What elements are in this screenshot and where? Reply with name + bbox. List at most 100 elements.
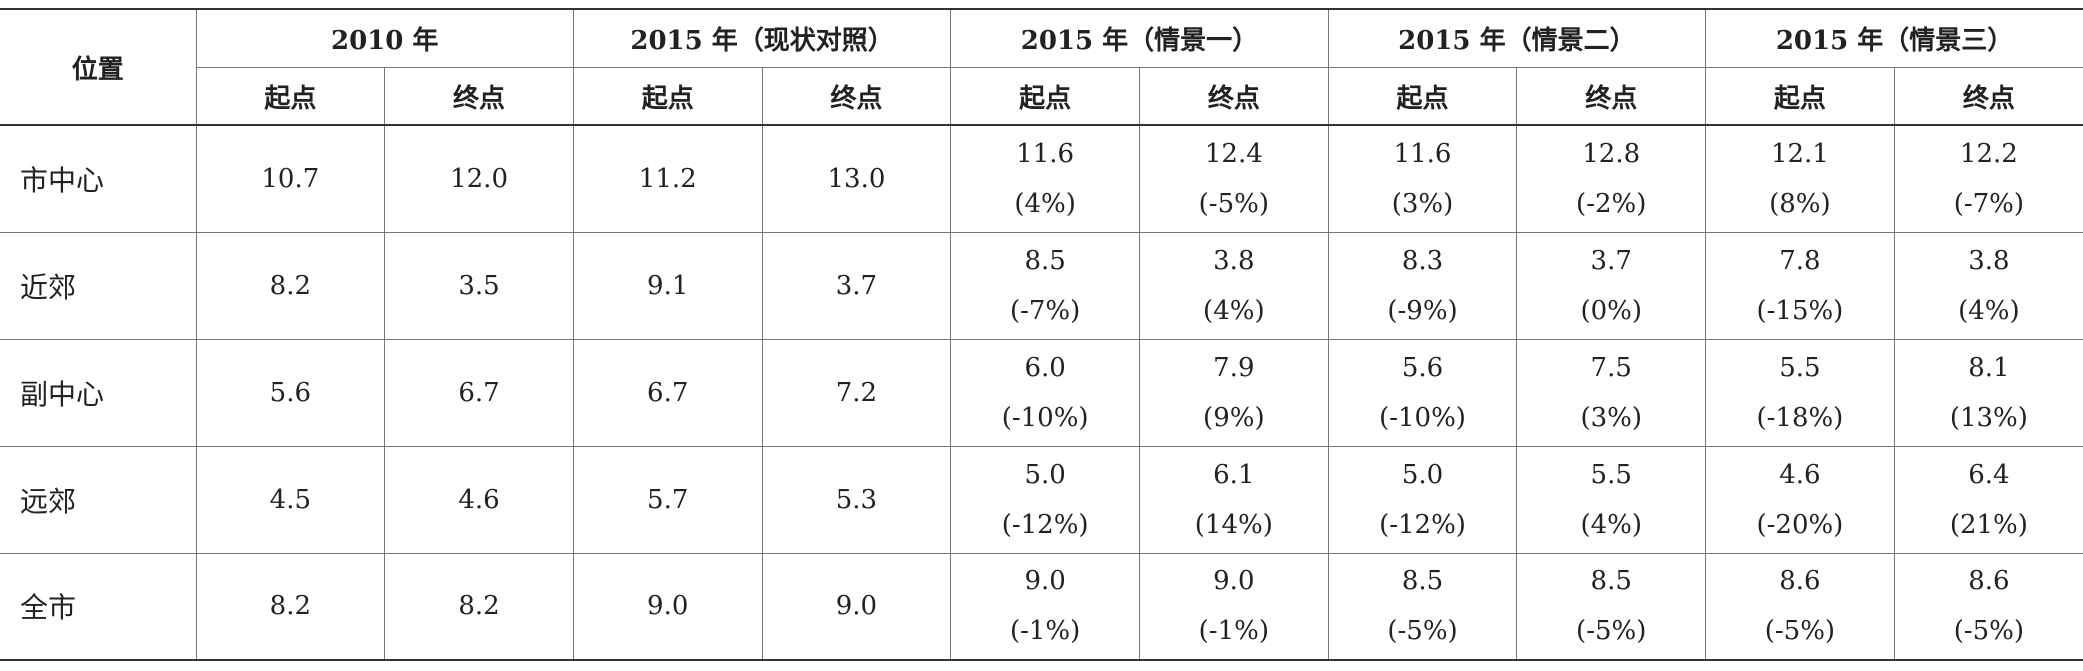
cell-value: 8.5	[1024, 245, 1066, 276]
cell-value: 5.7	[647, 484, 689, 515]
cell-value: 7.9	[1213, 352, 1255, 383]
table-cell: 3.8 (4%)	[1893, 232, 2083, 339]
table-cell: 4.6 (-20%)	[1705, 446, 1895, 553]
cell-value: 5.5	[1779, 352, 1821, 383]
cell-value: 9.0	[647, 591, 689, 622]
table-cell: 9.0	[572, 553, 763, 660]
table-header: 位置 2010 年 2015 年（现状对照） 2015 年（情景一） 2015 …	[0, 9, 2083, 125]
cell-value: 12.8	[1582, 138, 1641, 169]
table-cell: 11.2	[572, 125, 763, 232]
group-header-2015-scenario-1: 2015 年（情景一）	[950, 9, 1329, 68]
cell-value: 5.3	[835, 484, 878, 515]
cell-percent-change: (0%)	[1580, 295, 1642, 326]
subheader-end: 终点	[761, 67, 951, 125]
table-cell: 12.8 (-2%)	[1516, 125, 1706, 232]
row-label: 市中心	[20, 163, 105, 197]
cell-value: 8.5	[1590, 566, 1632, 597]
cell-percent-change: (-2%)	[1576, 188, 1647, 219]
cell-value: 6.1	[1213, 459, 1255, 490]
subheader-end: 终点	[1138, 67, 1329, 125]
cell-value: 12.0	[450, 163, 508, 194]
table-cell: 3.7 (0%)	[1516, 232, 1706, 339]
table-cell: 7.8 (-15%)	[1705, 232, 1895, 339]
table-cell: 10.7	[195, 125, 385, 232]
header-row-subcolumns: 起点 终点 起点 终点 起点 终点 起点 终点 起点 终点	[0, 67, 2083, 125]
table-cell: 7.9 (9%)	[1138, 339, 1329, 446]
cell-percent-change: (-5%)	[1953, 616, 2025, 647]
cell-value: 5.6	[1401, 352, 1444, 383]
subheader-start: 起点	[950, 67, 1140, 125]
cell-value: 3.7	[1590, 245, 1632, 276]
cell-value: 11.6	[1393, 138, 1452, 169]
row-label: 副中心	[20, 377, 105, 411]
group-header-2015-baseline: 2015 年（现状对照）	[572, 9, 951, 68]
cell-value: 8.2	[458, 591, 500, 622]
table-cell: 8.5 (-5%)	[1516, 553, 1706, 660]
table-cell: 3.7	[761, 232, 951, 339]
table-cell: 5.3	[761, 446, 951, 553]
cell-value: 11.6	[1016, 138, 1075, 169]
table-cell: 4.6	[384, 446, 574, 553]
table-cell: 8.2	[384, 553, 574, 660]
cell-percent-change: (3%)	[1580, 402, 1642, 433]
cell-value: 6.4	[1968, 459, 2010, 490]
table-cell: 8.6 (-5%)	[1893, 553, 2083, 660]
table-cell: 8.3 (-9%)	[1327, 232, 1517, 339]
cell-value: 5.0	[1024, 459, 1066, 490]
cell-value: 8.2	[269, 270, 312, 301]
cell-value: 12.1	[1770, 138, 1829, 169]
subheader-start: 起点	[1327, 67, 1517, 125]
group-header-2010: 2010 年	[195, 9, 574, 68]
table-cell: 7.2	[761, 339, 951, 446]
table-cell: 5.0 (-12%)	[1327, 446, 1517, 553]
cell-percent-change: (-12%)	[1001, 509, 1089, 540]
table-cell: 4.5	[195, 446, 385, 553]
cell-value: 12.4	[1204, 138, 1263, 169]
cell-percent-change: (-9%)	[1387, 295, 1458, 326]
cell-percent-change: (4%)	[1580, 509, 1642, 540]
cell-value: 8.6	[1968, 566, 2010, 597]
cell-percent-change: (-7%)	[1009, 295, 1081, 326]
table-cell: 11.6 (4%)	[950, 125, 1140, 232]
cell-value: 8.6	[1779, 566, 1821, 597]
table-cell: 8.5 (-7%)	[950, 232, 1140, 339]
cell-value: 7.2	[835, 377, 878, 408]
table-cell: 6.4 (21%)	[1893, 446, 2083, 553]
cell-value: 5.5	[1590, 459, 1632, 490]
table-cell: 11.6 (3%)	[1327, 125, 1517, 232]
cell-percent-change: (-5%)	[1387, 616, 1458, 647]
table-cell: 3.5	[384, 232, 574, 339]
row-label: 远郊	[20, 484, 77, 518]
table-cell: 5.5 (-18%)	[1705, 339, 1895, 446]
table-cell: 9.0 (-1%)	[950, 553, 1140, 660]
subheader-end: 终点	[1893, 67, 2083, 125]
table-cell: 5.6 (-10%)	[1327, 339, 1517, 446]
cell-percent-change: (13%)	[1949, 402, 2028, 433]
cell-value: 4.6	[1779, 459, 1821, 490]
cell-value: 7.5	[1590, 352, 1632, 383]
cell-value: 9.1	[647, 270, 689, 301]
subheader-end: 终点	[1516, 67, 1706, 125]
cell-percent-change: (-12%)	[1379, 509, 1466, 540]
group-header-2015-scenario-2: 2015 年（情景二）	[1327, 9, 1706, 68]
cell-value: 8.1	[1968, 352, 2010, 383]
cell-value: 13.0	[827, 163, 886, 194]
cell-percent-change: (4%)	[1203, 295, 1265, 326]
table-cell: 9.0	[761, 553, 951, 660]
cell-percent-change: (-5%)	[1764, 616, 1836, 647]
cell-value: 6.7	[458, 377, 500, 408]
table-row: 远郊 4.5 4.6 5.7 5.3 5.0 (-12%) 6.1 (14%) 5.0 (-12%)…	[0, 446, 2083, 553]
cell-percent-change: (4%)	[1958, 295, 2020, 326]
cell-percent-change: (-5%)	[1198, 188, 1269, 219]
cell-percent-change: (-15%)	[1756, 295, 1844, 326]
cell-value: 8.2	[269, 591, 312, 622]
cell-percent-change: (14%)	[1194, 509, 1273, 540]
cell-value: 3.8	[1968, 245, 2010, 276]
table-cell: 7.5 (3%)	[1516, 339, 1706, 446]
cell-percent-change: (-7%)	[1953, 188, 2025, 219]
cell-percent-change: (9%)	[1203, 402, 1265, 433]
table-cell: 8.2	[195, 553, 385, 660]
table-row: 近郊 8.2 3.5 9.1 3.7 8.5 (-7%) 3.8 (4%) 8.3 (-9%) 3.7…	[0, 232, 2083, 339]
cell-value: 6.0	[1024, 352, 1066, 383]
